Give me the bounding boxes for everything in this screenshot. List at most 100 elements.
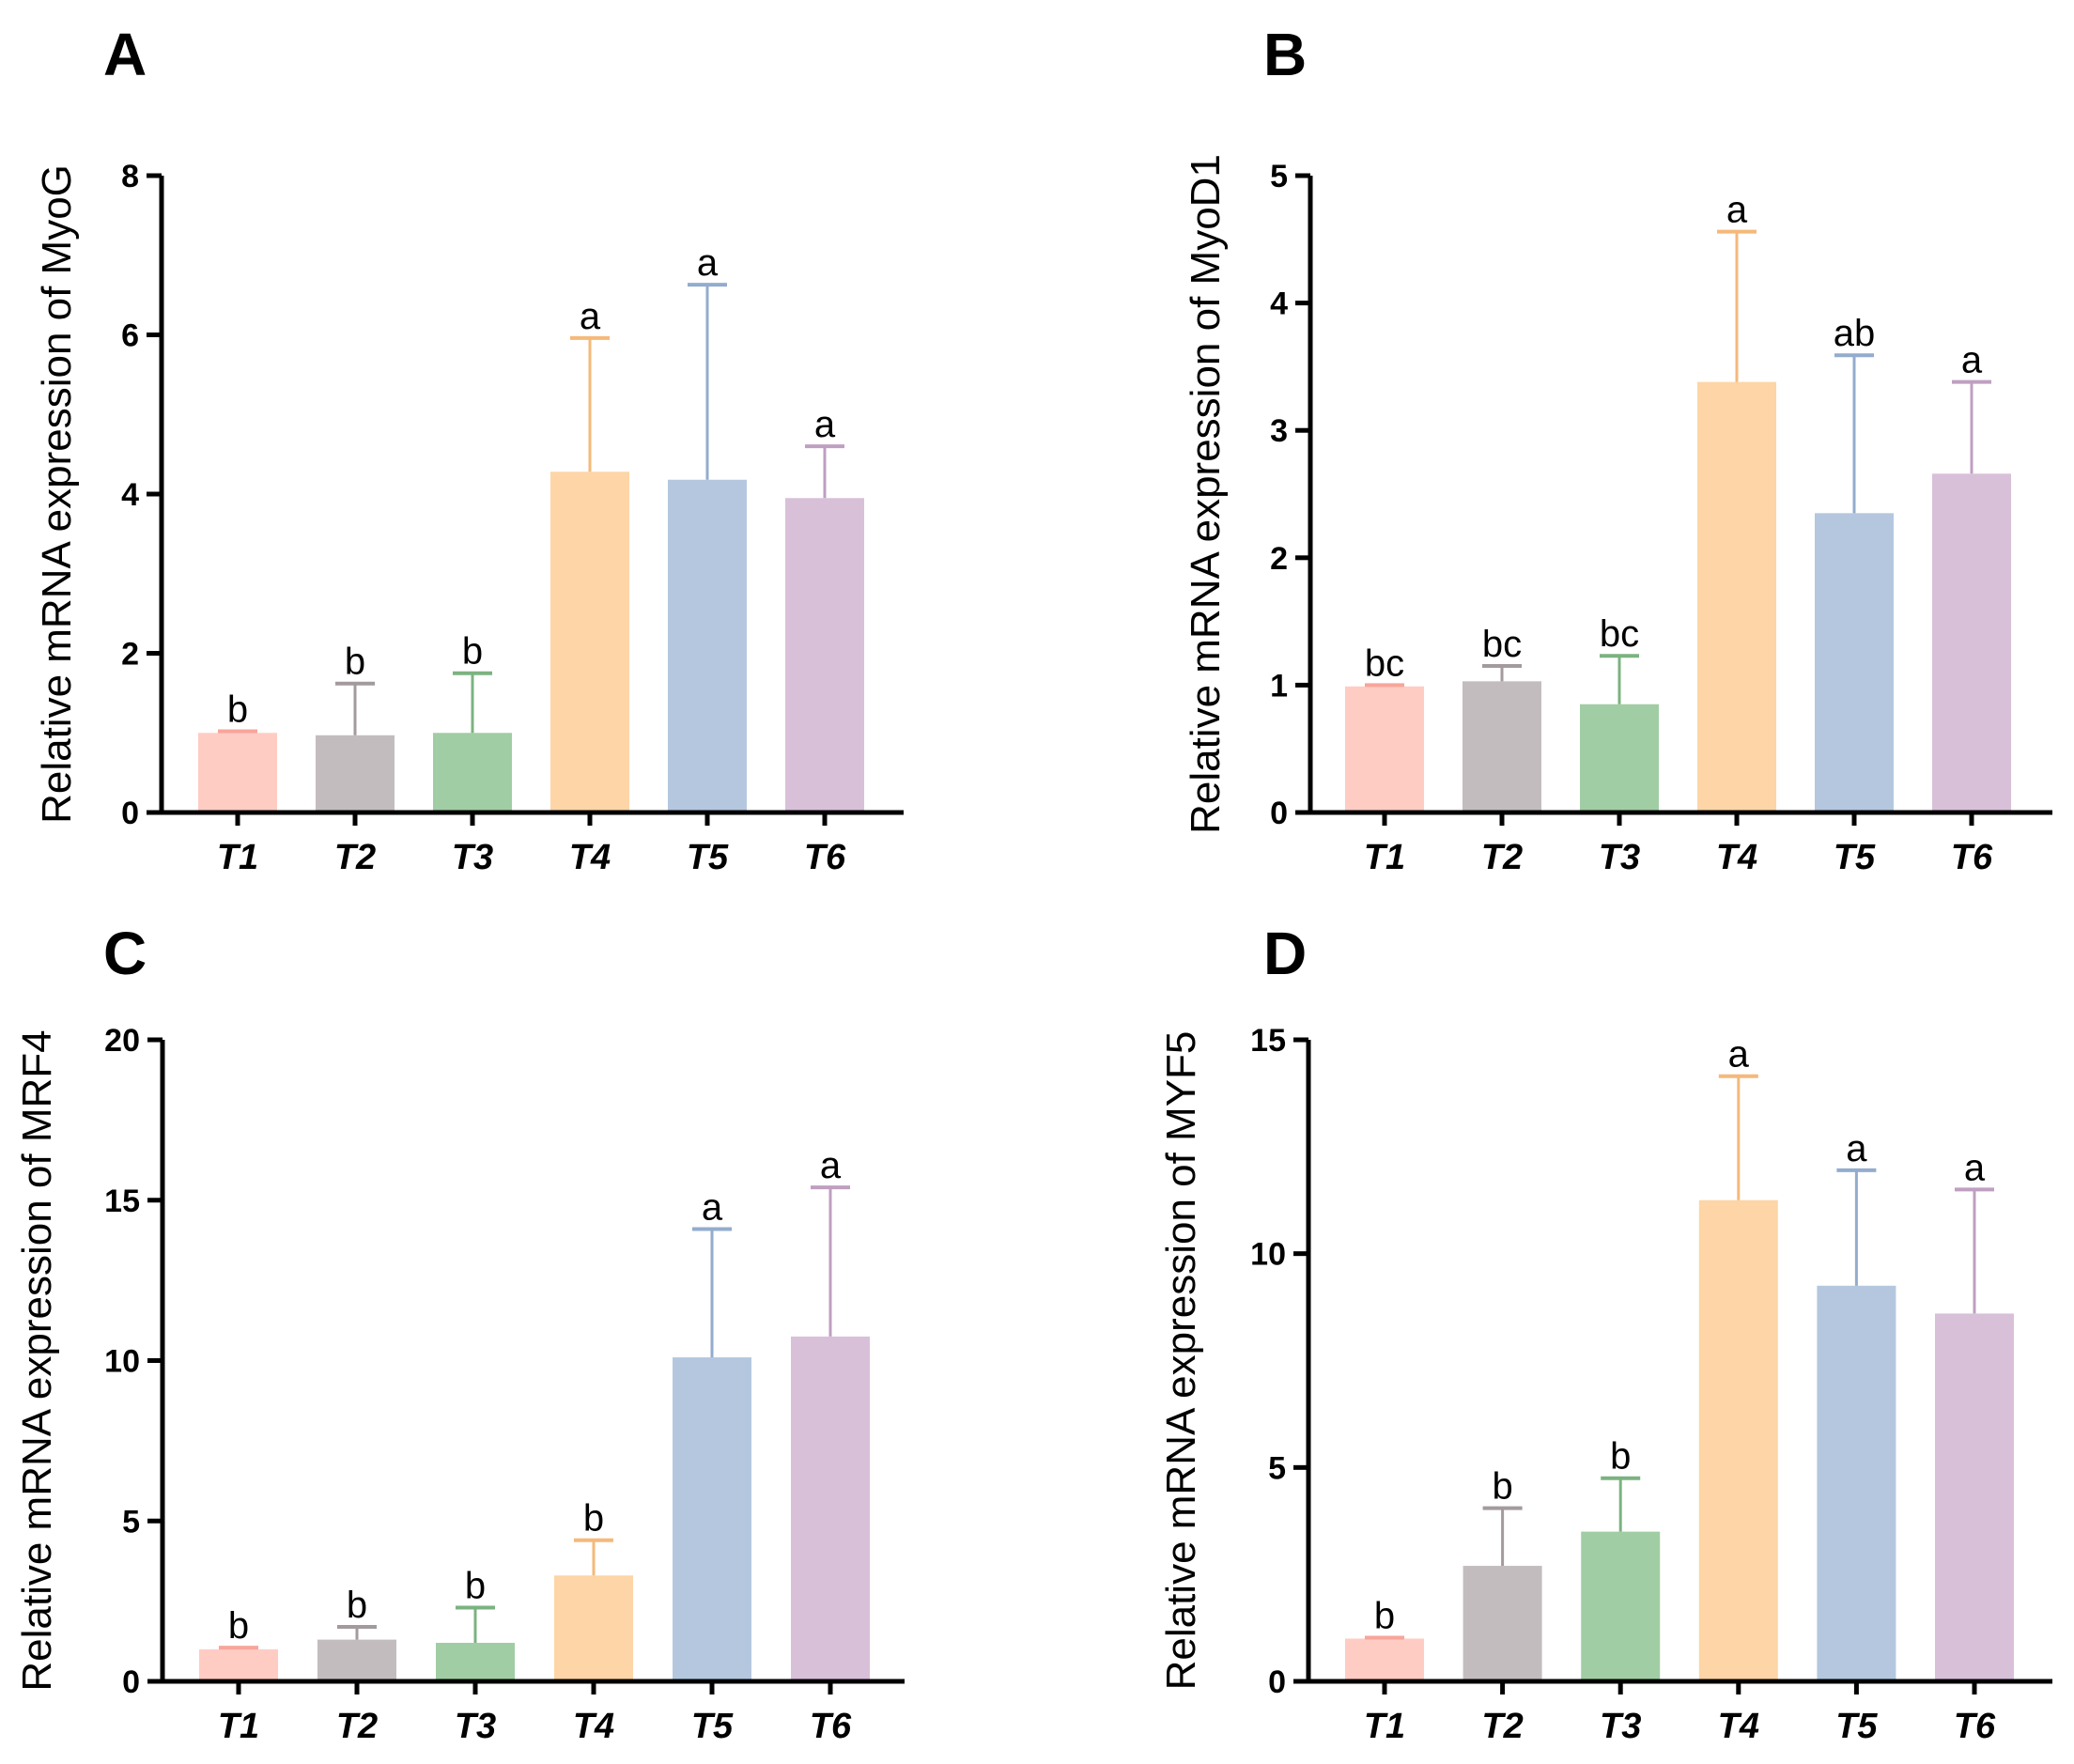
- x-tick-label-c-t4: T4: [573, 1707, 614, 1746]
- significance-label-d-t5: a: [1846, 1128, 1867, 1169]
- x-tick-label-c-t2: T2: [336, 1707, 378, 1746]
- significance-label-b-t3: bc: [1600, 613, 1639, 655]
- significance-label-a-t5: a: [697, 242, 719, 284]
- x-tick-label-b-t6: T6: [1951, 838, 1993, 877]
- y-tick-label-c-20: 20: [104, 1023, 140, 1059]
- y-axis-label-d: Relative mRNA expression of MYF5: [1158, 1031, 1204, 1691]
- x-tick-label-b-t2: T2: [1481, 838, 1523, 877]
- significance-label-c-t5: a: [702, 1186, 723, 1228]
- significance-label-a-t4: a: [580, 296, 601, 337]
- x-tick-label-d-t5: T5: [1835, 1707, 1878, 1746]
- y-tick-label-c-0: 0: [122, 1664, 140, 1700]
- significance-label-b-t2: bc: [1482, 624, 1522, 665]
- significance-label-c-t3: b: [465, 1565, 486, 1606]
- y-tick-label-a-8: 8: [121, 159, 139, 194]
- y-tick-label-b-4: 4: [1270, 286, 1288, 322]
- y-tick-label-b-1: 1: [1270, 668, 1288, 704]
- bar-d-t5: [1817, 1285, 1896, 1681]
- x-tick-label-d-t2: T2: [1481, 1707, 1523, 1746]
- significance-label-c-t1: b: [228, 1605, 249, 1647]
- bar-c-t6: [791, 1336, 870, 1681]
- x-tick-label-a-t5: T5: [687, 838, 729, 877]
- significance-label-b-t5: ab: [1834, 313, 1876, 354]
- bar-d-t3: [1581, 1531, 1661, 1681]
- panel-letter-d: D: [1263, 920, 1307, 987]
- bar-c-t5: [673, 1357, 751, 1681]
- significance-label-b-t6: a: [1961, 340, 1983, 381]
- panel-letter-b: B: [1263, 21, 1307, 88]
- x-tick-label-b-t1: T1: [1364, 838, 1405, 877]
- bar-b-t6: [1932, 473, 2011, 812]
- significance-label-d-t1: b: [1374, 1596, 1395, 1637]
- significance-label-a-t1: b: [227, 689, 248, 731]
- bar-a-t2: [316, 735, 395, 812]
- x-tick-label-d-t6: T6: [1954, 1707, 1996, 1746]
- y-tick-label-c-15: 15: [104, 1184, 140, 1219]
- x-tick-label-d-t4: T4: [1718, 1707, 1759, 1746]
- x-tick-label-b-t3: T3: [1599, 838, 1640, 877]
- x-tick-label-a-t3: T3: [452, 838, 493, 877]
- bar-d-t6: [1935, 1313, 2014, 1681]
- bar-b-t3: [1580, 704, 1659, 812]
- x-tick-label-c-t6: T6: [810, 1707, 852, 1746]
- bar-c-t2: [317, 1639, 396, 1681]
- panel-letter-a: A: [103, 21, 147, 88]
- bar-b-t4: [1697, 381, 1776, 812]
- significance-label-c-t6: a: [820, 1145, 842, 1186]
- bar-c-t3: [436, 1643, 515, 1681]
- y-tick-label-d-10: 10: [1250, 1237, 1286, 1273]
- significance-label-b-t4: a: [1726, 190, 1748, 231]
- x-tick-label-a-t1: T1: [217, 838, 258, 877]
- chart-panel-d: D Relative mRNA expression of MYF5 b T1 b T2 b…: [1158, 920, 2052, 1746]
- bar-b-t1: [1345, 686, 1424, 812]
- bar-c-t4: [554, 1575, 633, 1681]
- bar-a-t6: [785, 498, 864, 812]
- bar-b-t2: [1463, 681, 1541, 812]
- x-tick-label-c-t1: T1: [218, 1707, 259, 1746]
- y-tick-label-d-5: 5: [1268, 1450, 1286, 1486]
- x-tick-label-a-t2: T2: [334, 838, 376, 877]
- x-tick-label-d-t3: T3: [1600, 1707, 1641, 1746]
- bar-d-t4: [1698, 1199, 1778, 1681]
- significance-label-c-t4: b: [583, 1498, 604, 1540]
- significance-label-a-t2: b: [345, 642, 365, 683]
- y-axis-label-b: Relative mRNA expression of MyoD1: [1183, 154, 1229, 834]
- bar-c-t1: [199, 1648, 278, 1681]
- bar-d-t2: [1463, 1566, 1542, 1681]
- x-tick-label-c-t3: T3: [455, 1707, 496, 1746]
- y-tick-label-b-3: 3: [1270, 413, 1288, 449]
- x-tick-label-b-t5: T5: [1834, 838, 1876, 877]
- bar-a-t3: [433, 733, 512, 812]
- significance-label-d-t3: b: [1610, 1436, 1631, 1478]
- y-tick-label-a-4: 4: [121, 477, 139, 513]
- y-tick-label-c-5: 5: [122, 1504, 140, 1540]
- y-tick-label-d-15: 15: [1250, 1023, 1286, 1059]
- y-tick-label-b-2: 2: [1270, 541, 1288, 577]
- y-tick-label-b-0: 0: [1270, 796, 1288, 831]
- significance-label-d-t4: a: [1728, 1034, 1750, 1075]
- significance-label-a-t6: a: [814, 404, 836, 445]
- y-axis-label-a: Relative mRNA expression of MyoG: [34, 164, 80, 824]
- x-tick-label-d-t1: T1: [1364, 1707, 1405, 1746]
- significance-label-c-t2: b: [347, 1585, 367, 1626]
- panel-letter-c: C: [103, 920, 147, 987]
- y-tick-label-b-5: 5: [1270, 159, 1288, 194]
- bar-b-t5: [1815, 513, 1894, 812]
- x-tick-label-c-t5: T5: [691, 1707, 734, 1746]
- x-tick-label-a-t6: T6: [804, 838, 846, 877]
- x-tick-label-b-t4: T4: [1716, 838, 1757, 877]
- bar-a-t5: [668, 479, 747, 812]
- y-axis-label-c: Relative mRNA expression of MRF4: [14, 1029, 60, 1691]
- chart-panel-c: C Relative mRNA expression of MRF4 b T1 b T2 b…: [14, 920, 905, 1746]
- y-tick-label-d-0: 0: [1268, 1664, 1286, 1700]
- y-tick-label-a-2: 2: [121, 637, 139, 673]
- y-tick-label-a-6: 6: [121, 318, 139, 354]
- significance-label-b-t1: bc: [1365, 642, 1404, 684]
- significance-label-a-t3: b: [462, 631, 483, 673]
- chart-panel-b: B Relative mRNA expression of MyoD1 bc T1 bc…: [1183, 21, 2052, 877]
- significance-label-d-t6: a: [1964, 1147, 1986, 1188]
- chart-panel-a: A Relative mRNA expression of MyoG b T1 b T2 b…: [34, 21, 904, 877]
- bar-d-t1: [1345, 1638, 1424, 1681]
- y-tick-label-c-10: 10: [104, 1344, 140, 1380]
